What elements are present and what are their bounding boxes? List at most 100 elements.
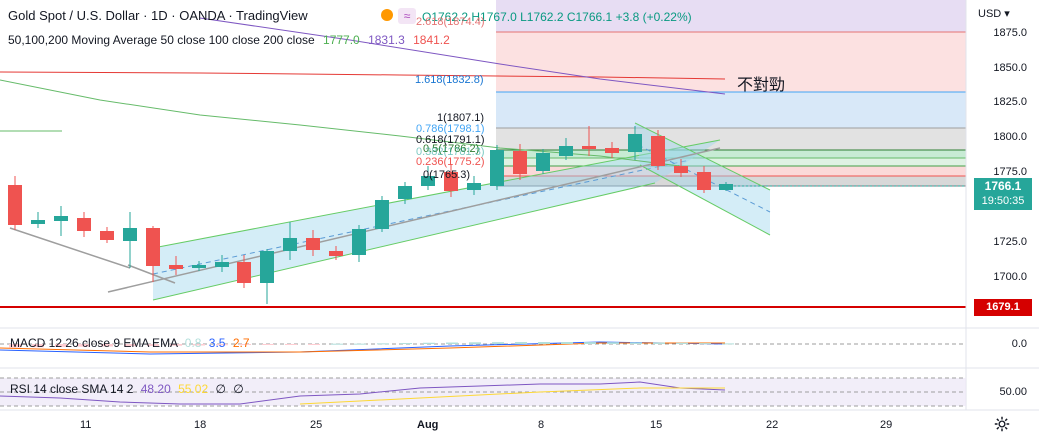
macd-bar	[699, 343, 711, 345]
candle-body	[513, 151, 527, 174]
rsi-label[interactable]: RSI 14 close SMA 14 2	[10, 382, 134, 396]
rsi-value-2: 55.02	[178, 382, 209, 396]
time-tick: 29	[880, 419, 893, 431]
macd-label[interactable]: MACD 12 26 close 9 EMA EMA	[10, 336, 178, 350]
fib-label-0: 0(1765.3)	[423, 169, 471, 181]
macd-legend: MACD 12 26 close 9 EMA EMA 0.8 3.5 2.7	[10, 336, 250, 350]
ma-200-line	[0, 71, 726, 80]
macd-bar	[262, 344, 274, 345]
chart-header: Gold Spot / U.S. Dollar · 1D · OANDA · T…	[8, 8, 308, 23]
countdown-badge: 19:50:35	[974, 193, 1032, 210]
ma-50-line	[0, 79, 681, 167]
macd-bar	[538, 342, 550, 344]
last-price-badge: 1766.1	[974, 178, 1032, 195]
candle-body	[260, 251, 274, 283]
candle-body	[421, 176, 435, 186]
candle-body	[490, 150, 504, 186]
macd-bar	[308, 344, 320, 345]
ma-50-value: 1777.0	[323, 33, 360, 47]
candle-body	[582, 146, 596, 149]
candle-body	[697, 172, 711, 190]
candle-body	[77, 218, 91, 231]
ma-100-line	[199, 17, 726, 95]
macd-bar	[630, 342, 642, 344]
candle-body	[651, 136, 665, 166]
candle-body	[398, 186, 412, 199]
macd-bar	[446, 342, 458, 344]
rising-channel[interactable]	[153, 140, 720, 300]
time-tick: 25	[310, 419, 323, 431]
ma-label[interactable]: 50,100,200 Moving Average 50 close 100 c…	[8, 33, 315, 47]
candle-body	[352, 229, 366, 255]
ohlc-change: +3.8 (+0.22%)	[615, 10, 692, 24]
candle-body	[375, 200, 389, 229]
fib-zone-grey	[496, 128, 966, 150]
macd-bar	[55, 344, 67, 347]
price-tick: 1700.0	[993, 271, 1027, 283]
ma-legend: 50,100,200 Moving Average 50 close 100 c…	[8, 33, 455, 47]
rsi-pane	[0, 377, 966, 407]
wave-icon[interactable]: ≈	[398, 8, 416, 24]
rsi-value-1: 48.20	[140, 382, 171, 396]
ohlc-close: C1766.1	[566, 10, 613, 24]
candle-body	[605, 148, 619, 153]
ma-100-value: 1831.3	[368, 33, 405, 47]
macd-bar	[561, 342, 573, 344]
time-tick: 22	[766, 419, 779, 431]
macd-value-1: 0.8	[184, 336, 202, 350]
macd-axis-tick: 0.0	[1011, 338, 1027, 350]
fib-extension-zone-top	[496, 0, 966, 32]
fib-label-786: 0.786(1798.1)	[416, 123, 485, 135]
candle-body	[329, 251, 343, 256]
macd-bar	[584, 342, 596, 344]
fib-label-5: 0.5(1786.2)	[423, 143, 480, 155]
rsi-value-4: ∅	[233, 382, 244, 396]
symbol-title[interactable]: Gold Spot / U.S. Dollar · 1D · OANDA · T…	[8, 8, 308, 23]
macd-bar	[124, 344, 136, 347]
compare-icon[interactable]	[381, 9, 393, 21]
time-tick: 11	[80, 419, 92, 431]
ohlc-high: H1767.0	[471, 10, 517, 24]
macd-bar	[101, 344, 113, 347]
candle-body	[628, 134, 642, 152]
candles-group	[8, 126, 733, 304]
fib-label-1: 1(1807.1)	[437, 112, 485, 124]
time-tick: 18	[194, 419, 207, 431]
level-price-badge: 1679.1	[974, 299, 1032, 316]
macd-bar	[216, 344, 228, 346]
candle-body	[192, 265, 206, 268]
candle-body	[444, 172, 458, 191]
macd-value-2: 3.5	[208, 336, 226, 350]
rsi-value-3: ∅	[215, 382, 226, 396]
macd-value-3: 2.7	[232, 336, 250, 350]
macd-bar	[515, 342, 527, 344]
fib-zone-green1	[496, 150, 966, 158]
macd-bar	[492, 342, 504, 344]
macd-bar	[193, 344, 205, 346]
chart-annotation[interactable]: 不對勁	[737, 75, 786, 94]
fib-label-382: 0.382(1781.3)	[416, 146, 485, 158]
ma-200-value: 1841.2	[413, 33, 450, 47]
rsi-legend: RSI 14 close SMA 14 2 48.20 55.02 ∅ ∅	[10, 382, 244, 396]
currency-selector[interactable]: USD ▾	[978, 8, 1010, 20]
price-tick: 1775.0	[993, 166, 1027, 178]
candle-body	[237, 262, 251, 283]
price-tick: 1800.0	[993, 131, 1027, 143]
fib-label-1618: 1.618(1832.8)	[415, 74, 484, 86]
fib-label-236: 0.236(1775.2)	[416, 156, 485, 168]
macd-bar	[354, 343, 366, 345]
macd-bar	[469, 342, 481, 344]
fib-zone-blue	[496, 92, 966, 128]
time-tick: 8	[538, 419, 545, 431]
macd-bar	[400, 343, 412, 345]
candle-body	[100, 231, 114, 240]
gear-icon[interactable]	[993, 415, 1011, 433]
fib-extension-zone-red	[496, 32, 966, 92]
price-tick: 1725.0	[993, 236, 1027, 248]
time-tick: Aug	[417, 419, 439, 431]
rsi-axis-tick: 50.00	[999, 386, 1027, 398]
candle-body	[169, 265, 183, 269]
fib-zone-grey2	[496, 176, 966, 186]
macd-bar	[676, 342, 688, 344]
